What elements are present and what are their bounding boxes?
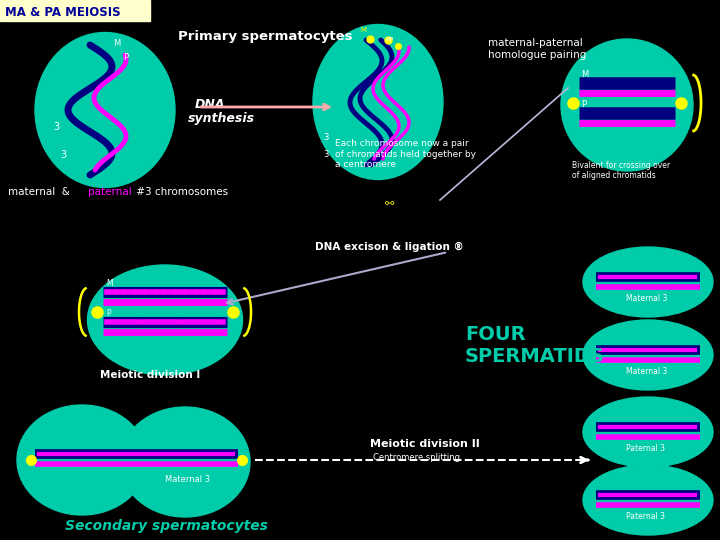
Text: Primary spermatocytes: Primary spermatocytes: [178, 30, 353, 43]
Text: maternal-paternal
homologue pairing: maternal-paternal homologue pairing: [488, 38, 586, 60]
Ellipse shape: [88, 265, 243, 375]
Text: Paternal 3: Paternal 3: [626, 444, 665, 453]
Text: P: P: [123, 53, 128, 62]
Ellipse shape: [17, 405, 147, 515]
Text: maternal  &: maternal &: [8, 187, 73, 197]
Text: Bivalent for crossing over
of aligned chromatids: Bivalent for crossing over of aligned ch…: [572, 160, 670, 180]
Text: P: P: [581, 100, 586, 109]
Text: Meiotic division II: Meiotic division II: [370, 439, 480, 449]
Text: Centromere splitting: Centromere splitting: [373, 453, 460, 462]
Text: DNA: DNA: [195, 98, 225, 111]
Text: PP: PP: [385, 37, 393, 43]
Text: Meiotic division I: Meiotic division I: [100, 370, 200, 380]
Text: Secondary spermatocytes: Secondary spermatocytes: [65, 519, 268, 533]
Ellipse shape: [583, 320, 713, 390]
Text: 3: 3: [323, 133, 328, 142]
Text: #3 chromosomes: #3 chromosomes: [133, 187, 228, 197]
Text: Maternal 3: Maternal 3: [165, 475, 210, 484]
Text: Maternal 3: Maternal 3: [626, 367, 667, 376]
Ellipse shape: [35, 32, 175, 187]
Ellipse shape: [313, 24, 443, 179]
Text: Maternal 3: Maternal 3: [626, 294, 667, 303]
Ellipse shape: [583, 247, 713, 317]
FancyBboxPatch shape: [0, 0, 150, 21]
Text: 3: 3: [60, 150, 66, 160]
Text: DNA excison & ligation ®: DNA excison & ligation ®: [315, 242, 464, 252]
Text: M: M: [360, 27, 366, 33]
Text: M: M: [581, 70, 588, 79]
Text: MA & PA MEIOSIS: MA & PA MEIOSIS: [5, 6, 121, 19]
Text: 3: 3: [323, 150, 328, 159]
Text: Paternal 3: Paternal 3: [626, 512, 665, 521]
Text: M: M: [113, 39, 120, 48]
Text: synthesis: synthesis: [188, 112, 255, 125]
Text: 3: 3: [53, 122, 59, 132]
Ellipse shape: [583, 465, 713, 535]
Text: M: M: [106, 279, 112, 288]
Ellipse shape: [561, 39, 693, 171]
Text: paternal: paternal: [88, 187, 132, 197]
Ellipse shape: [120, 407, 250, 517]
Ellipse shape: [583, 397, 713, 467]
Text: ⚯: ⚯: [385, 199, 395, 209]
Text: Each chromosome now a pair
of chromatids held together by
a centromere: Each chromosome now a pair of chromatids…: [335, 139, 476, 169]
Text: Paternal 3: Paternal 3: [47, 428, 89, 437]
Text: FOUR
SPERMATIDS: FOUR SPERMATIDS: [465, 325, 605, 366]
Text: P: P: [106, 309, 111, 318]
